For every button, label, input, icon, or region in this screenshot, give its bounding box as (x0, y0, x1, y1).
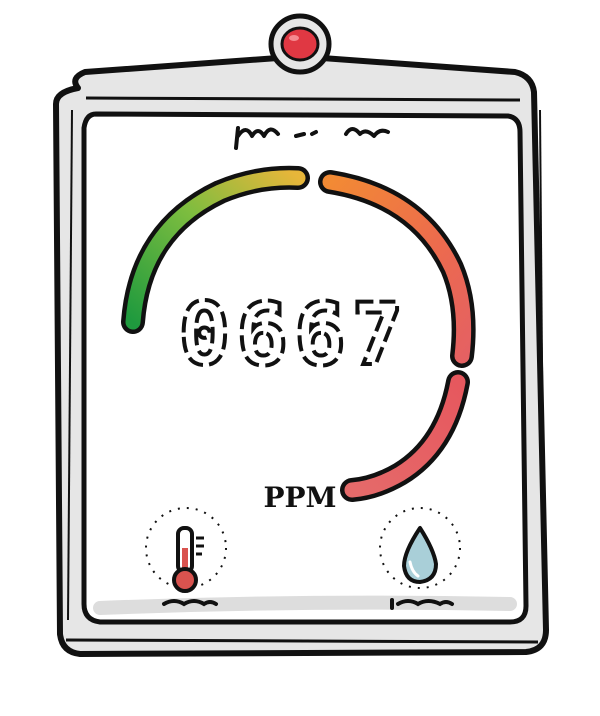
scribble-label-humidity (390, 598, 454, 610)
reading-value: 0667 (178, 285, 409, 385)
power-button[interactable] (268, 13, 332, 75)
water-drop-icon (379, 507, 461, 589)
display-screen (81, 111, 529, 625)
scribble-label-temperature (162, 599, 218, 607)
thermometer-icon (145, 507, 227, 593)
unit-label: PPM (263, 481, 336, 514)
scribble-label-top (234, 126, 390, 150)
